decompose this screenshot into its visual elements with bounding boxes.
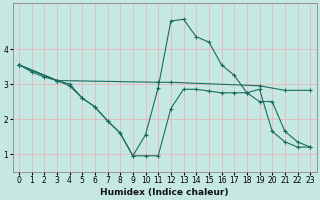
X-axis label: Humidex (Indice chaleur): Humidex (Indice chaleur) xyxy=(100,188,229,197)
